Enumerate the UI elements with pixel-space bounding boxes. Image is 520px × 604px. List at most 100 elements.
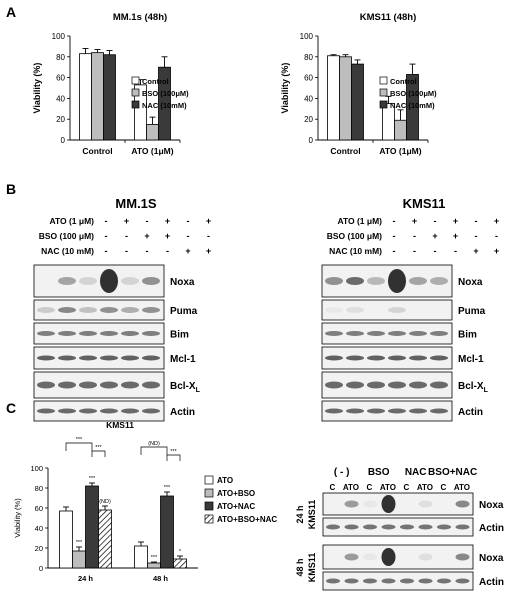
blot-band (121, 355, 139, 361)
treatment-sign: - (146, 216, 149, 226)
treatment-sign: + (124, 216, 129, 226)
blot-band (79, 277, 97, 285)
legend-swatch (379, 76, 388, 85)
protein-label: Bcl-XL (170, 381, 201, 394)
protein-label: Noxa (458, 277, 483, 288)
treatment-sign: - (105, 216, 108, 226)
lane-label: C (330, 483, 336, 492)
blot-band (363, 524, 377, 530)
bar-ato-bso (72, 550, 86, 569)
blot-band (142, 277, 160, 285)
treatment-label: NAC (10 mM) (329, 246, 382, 256)
blot-row-mcl1 (321, 346, 453, 370)
bar-ato-nac (85, 485, 99, 569)
blot-band (388, 381, 406, 389)
treatment-sign: + (453, 216, 458, 226)
treatment-sign: + (432, 231, 437, 241)
y-tick-label: 100 (52, 32, 66, 41)
blot-band (388, 408, 406, 414)
blot-row-noxa (322, 492, 474, 516)
treatment-sign: - (495, 231, 498, 241)
y-tick-label: 60 (35, 504, 43, 513)
legend-swatch (204, 488, 214, 498)
y-tick-label: 0 (39, 564, 43, 573)
legend-swatch (204, 514, 214, 524)
blot-band (409, 355, 427, 361)
blot-band (58, 355, 76, 361)
y-tick-label: 100 (30, 464, 43, 473)
significance-bracket (65, 442, 93, 451)
lane-label: ATO (380, 483, 396, 492)
chart-kms11-viability: KMS11 (48h) 0 20 40 60 80 100 Viability (%) Cont… (280, 12, 437, 156)
x-tick-label: Control (82, 146, 112, 156)
treatment-sign: - (475, 231, 478, 241)
blot-band (430, 277, 448, 285)
blot-band (37, 307, 55, 313)
blot-row-bim (321, 322, 453, 345)
blot-band (409, 331, 427, 336)
bar-nac (351, 63, 364, 141)
blot-band (142, 355, 160, 361)
western-blot-mm1s: MM.1S ATO (1 μM) - + - + - + BSO (100 μM) - - + + - - N… (33, 196, 211, 422)
protein-label: Mcl-1 (170, 354, 196, 365)
treatment-sign: - (125, 246, 128, 256)
treatment-sign: + (206, 246, 211, 256)
blot-band (326, 578, 340, 584)
blot-row-actin (33, 400, 165, 422)
bar-nac (103, 54, 116, 141)
treatment-label: ATO (1 μM) (337, 216, 382, 226)
blot-band (430, 408, 448, 414)
legend-label: BSO (100μM) (390, 89, 437, 98)
treatment-sign: - (125, 231, 128, 241)
x-tick-label: ATO (1μM) (131, 146, 173, 156)
blot-band (346, 277, 364, 285)
protein-label: Actin (479, 577, 504, 588)
treatment-sign: + (165, 216, 170, 226)
protein-label: Bim (458, 330, 477, 341)
blot-band (367, 355, 385, 361)
legend-label: Control (390, 77, 417, 86)
western-blot-kms11-timecourse: ( - ) BSO NAC BSO+NAC C ATO C ATO C ATO C ATO Noxa Ac… (295, 467, 504, 591)
blot-band (325, 355, 343, 361)
treatment-sign: + (494, 246, 499, 256)
bar-bso (146, 124, 159, 141)
bar-ato-bso-nac (173, 558, 187, 569)
protein-label: Actin (458, 407, 483, 418)
protein-label: Actin (170, 407, 195, 418)
chart-mm1s-viability: MM.1s (48h) 0 20 40 60 80 100 Viability (%) Cont… (32, 12, 189, 156)
significance-mark: *** (89, 476, 96, 482)
blot-band (388, 307, 406, 313)
blot-title: MM.1S (115, 196, 157, 211)
treatment-sign: - (413, 246, 416, 256)
treatment-sign: - (105, 246, 108, 256)
blot-band (381, 495, 396, 513)
legend-swatch (131, 76, 140, 85)
treatment-sign: + (494, 216, 499, 226)
protein-label: Puma (170, 306, 198, 317)
treatment-sign: - (187, 216, 190, 226)
treatment-sign: + (165, 231, 170, 241)
lane-label: ATO (417, 483, 433, 492)
significance-mark: (ND) (99, 499, 111, 505)
blot-band (79, 355, 97, 361)
blot-band (409, 408, 427, 414)
blot-band (381, 524, 396, 530)
treatment-sign: - (475, 216, 478, 226)
blot-band (418, 578, 433, 584)
blot-band (100, 381, 118, 389)
group-label: BSO+NAC (428, 467, 477, 478)
group-label: NAC (405, 467, 427, 478)
bar-ato-nac (160, 495, 174, 569)
treatment-sign: - (166, 246, 169, 256)
bar-bso (394, 119, 407, 141)
treatment-sign: - (434, 216, 437, 226)
chart-title: KMS11 (106, 420, 134, 430)
time-label: 48 h (295, 558, 305, 576)
y-tick-label: 40 (304, 94, 313, 103)
bar-nac (406, 74, 419, 141)
lane-label: C (404, 483, 410, 492)
treatment-sign: - (393, 231, 396, 241)
legend-label: ATO+BSO+NAC (217, 515, 277, 524)
cell-line-label: KMS11 (307, 500, 317, 530)
legend-label: NAC (10mM) (142, 101, 187, 110)
